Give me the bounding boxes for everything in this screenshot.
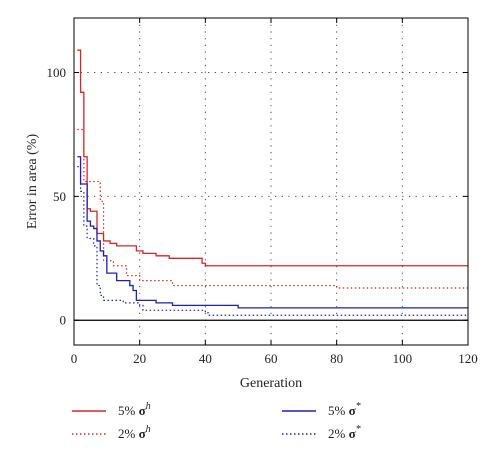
legend-label: 5% σh [118, 401, 151, 418]
x-tick-label: 120 [458, 351, 478, 366]
plot-frame [73, 17, 469, 346]
x-axis-title: Generation [240, 376, 302, 391]
legend-item-4: 2% σ* [282, 424, 361, 441]
x-tick-label: 60 [265, 351, 278, 366]
x-tick-label: 40 [199, 351, 212, 366]
legend-label: 2% σh [118, 424, 151, 441]
legend-item-2: 2% σh [72, 424, 151, 441]
legend-item-3: 5% σ* [282, 401, 361, 418]
x-tick-label: 80 [330, 351, 343, 366]
y-tick-label: 0 [60, 313, 67, 328]
y-tick-label: 50 [53, 189, 66, 204]
y-tick-label: 100 [47, 65, 67, 80]
series-line-1 [77, 49, 468, 267]
axis-ticks: 0 20 40 60 80 100 120 0 50 100 [47, 18, 478, 366]
legend-label: 2% σ* [328, 424, 361, 441]
series-lines [77, 49, 468, 316]
x-tick-label: 100 [393, 351, 413, 366]
legend: 5% σh 5% σ* 2% σh 2% σ* [72, 401, 361, 441]
gridlines [74, 18, 468, 345]
series-line-2 [77, 128, 468, 289]
legend-item-1: 5% σh [72, 401, 151, 418]
y-axis-title: Error in area (%) [25, 134, 40, 230]
series-line-3 [77, 156, 468, 309]
series-line-4 [77, 166, 468, 316]
legend-label: 5% σ* [328, 401, 361, 418]
x-tick-label: 20 [133, 351, 146, 366]
x-tick-label: 0 [71, 351, 78, 366]
